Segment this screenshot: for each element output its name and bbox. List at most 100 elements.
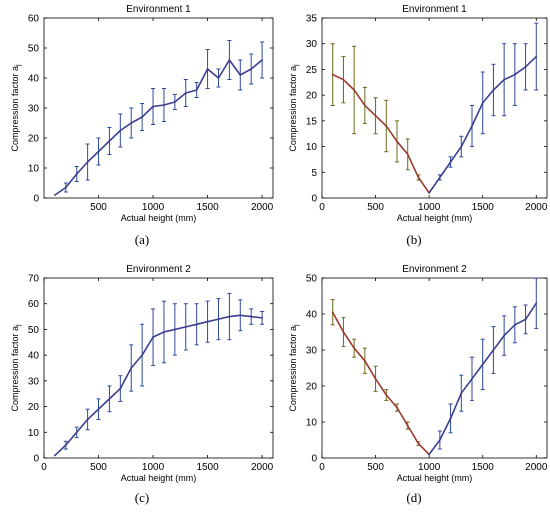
data-point [364, 360, 366, 362]
data-point [439, 176, 441, 179]
y-tick-label: 25 [306, 65, 318, 76]
y-tick-label: 60 [28, 14, 40, 25]
series-line-segment [331, 73, 345, 81]
data-point [195, 89, 198, 91]
y-tick-label: 20 [28, 402, 40, 413]
series-line-segment [163, 328, 176, 333]
series-line-segment [174, 326, 187, 331]
series-line-segment [141, 105, 154, 118]
x-tick-label: 500 [367, 462, 384, 473]
series-line-segment [239, 68, 252, 76]
data-point [239, 74, 242, 76]
series-line-segment [86, 408, 100, 421]
series-line-segment [503, 323, 516, 337]
series-line-segment [417, 442, 430, 456]
series-line-segment [86, 150, 100, 163]
data-point [481, 102, 484, 104]
series-line-segment [439, 161, 452, 179]
data-point [524, 66, 527, 68]
series-line-segment [471, 102, 484, 127]
data-point [228, 59, 231, 61]
series-line-segment [460, 125, 473, 148]
series-line-segment [206, 318, 220, 323]
y-tick-label: 30 [306, 346, 318, 357]
series-line-segment [152, 104, 165, 108]
chart-title: Environment 2 [402, 264, 467, 275]
data-point [86, 418, 89, 421]
data-point [86, 161, 89, 163]
series-line-segment [54, 444, 67, 457]
series-line-segment [108, 387, 122, 400]
x-axis-label: Actual height (mm) [121, 213, 197, 223]
data-point [524, 318, 527, 321]
x-tick-label: 1000 [142, 462, 165, 473]
series-line-segment [54, 186, 67, 196]
series-line-segment [374, 377, 388, 396]
series-line-segment [514, 66, 527, 76]
y-tick-label: 10 [28, 164, 40, 175]
series-line-segment [353, 347, 366, 362]
data-point [119, 387, 122, 390]
data-point [374, 114, 377, 117]
x-tick-label: 0 [319, 462, 325, 473]
y-axis-label: Compression factor aj [288, 64, 300, 152]
data-point [108, 398, 111, 400]
data-point [460, 392, 463, 395]
data-point [184, 92, 187, 94]
x-tick-label: 1000 [418, 202, 441, 213]
y-tick-label: 0 [33, 194, 39, 205]
series-line-segment [342, 331, 355, 350]
data-point [514, 73, 516, 76]
y-axis-label-subscript: j [15, 64, 22, 67]
data-point [535, 55, 538, 58]
data-point [396, 140, 398, 143]
data-point [417, 176, 420, 179]
series-line-segment [342, 78, 355, 91]
y-axis-label-subscript: j [293, 324, 300, 327]
data-point [514, 324, 516, 326]
data-point [503, 78, 505, 81]
data-point [163, 104, 165, 106]
data-point [385, 125, 388, 127]
y-tick-label: 35 [306, 14, 318, 25]
data-point [119, 129, 122, 132]
series-line-segment [250, 315, 263, 319]
series-line-segment [250, 59, 263, 70]
x-tick-label: 2000 [525, 202, 548, 213]
series-line-segment [152, 331, 165, 338]
series-line-segment [364, 104, 377, 117]
series-line-segment [108, 129, 122, 142]
caption-d: (d) [406, 490, 422, 505]
data-point [331, 311, 334, 314]
series-line-segment [163, 101, 176, 106]
y-tick-label: 40 [28, 74, 40, 85]
series-line-segment [184, 89, 198, 94]
y-tick-label: 50 [28, 44, 40, 55]
data-point [261, 59, 263, 61]
data-point [130, 367, 133, 369]
series-line-segment [449, 392, 463, 420]
x-tick-label: 2000 [525, 462, 548, 473]
series-line-segment [449, 145, 463, 163]
series-line-segment [130, 354, 143, 369]
data-point [54, 454, 56, 457]
plot-frame [43, 277, 274, 459]
data-point [481, 363, 484, 366]
series-line-segment [65, 173, 78, 189]
x-tick-label: 1000 [142, 202, 165, 213]
series-line-segment [353, 89, 366, 107]
series-line-segment [396, 406, 409, 427]
y-axis-label: Compression factor aj [288, 324, 300, 412]
x-axis-label: Actual height (mm) [397, 213, 473, 223]
data-point [492, 89, 495, 91]
series-line-segment [374, 114, 388, 127]
x-tick-label: 0 [41, 462, 47, 473]
y-tick-label: 10 [306, 418, 318, 429]
x-tick-label: 1000 [418, 462, 441, 473]
data-point [342, 331, 345, 333]
data-point [152, 336, 154, 338]
data-point [130, 122, 133, 124]
y-tick-label: 20 [28, 134, 40, 145]
data-point [503, 334, 505, 337]
